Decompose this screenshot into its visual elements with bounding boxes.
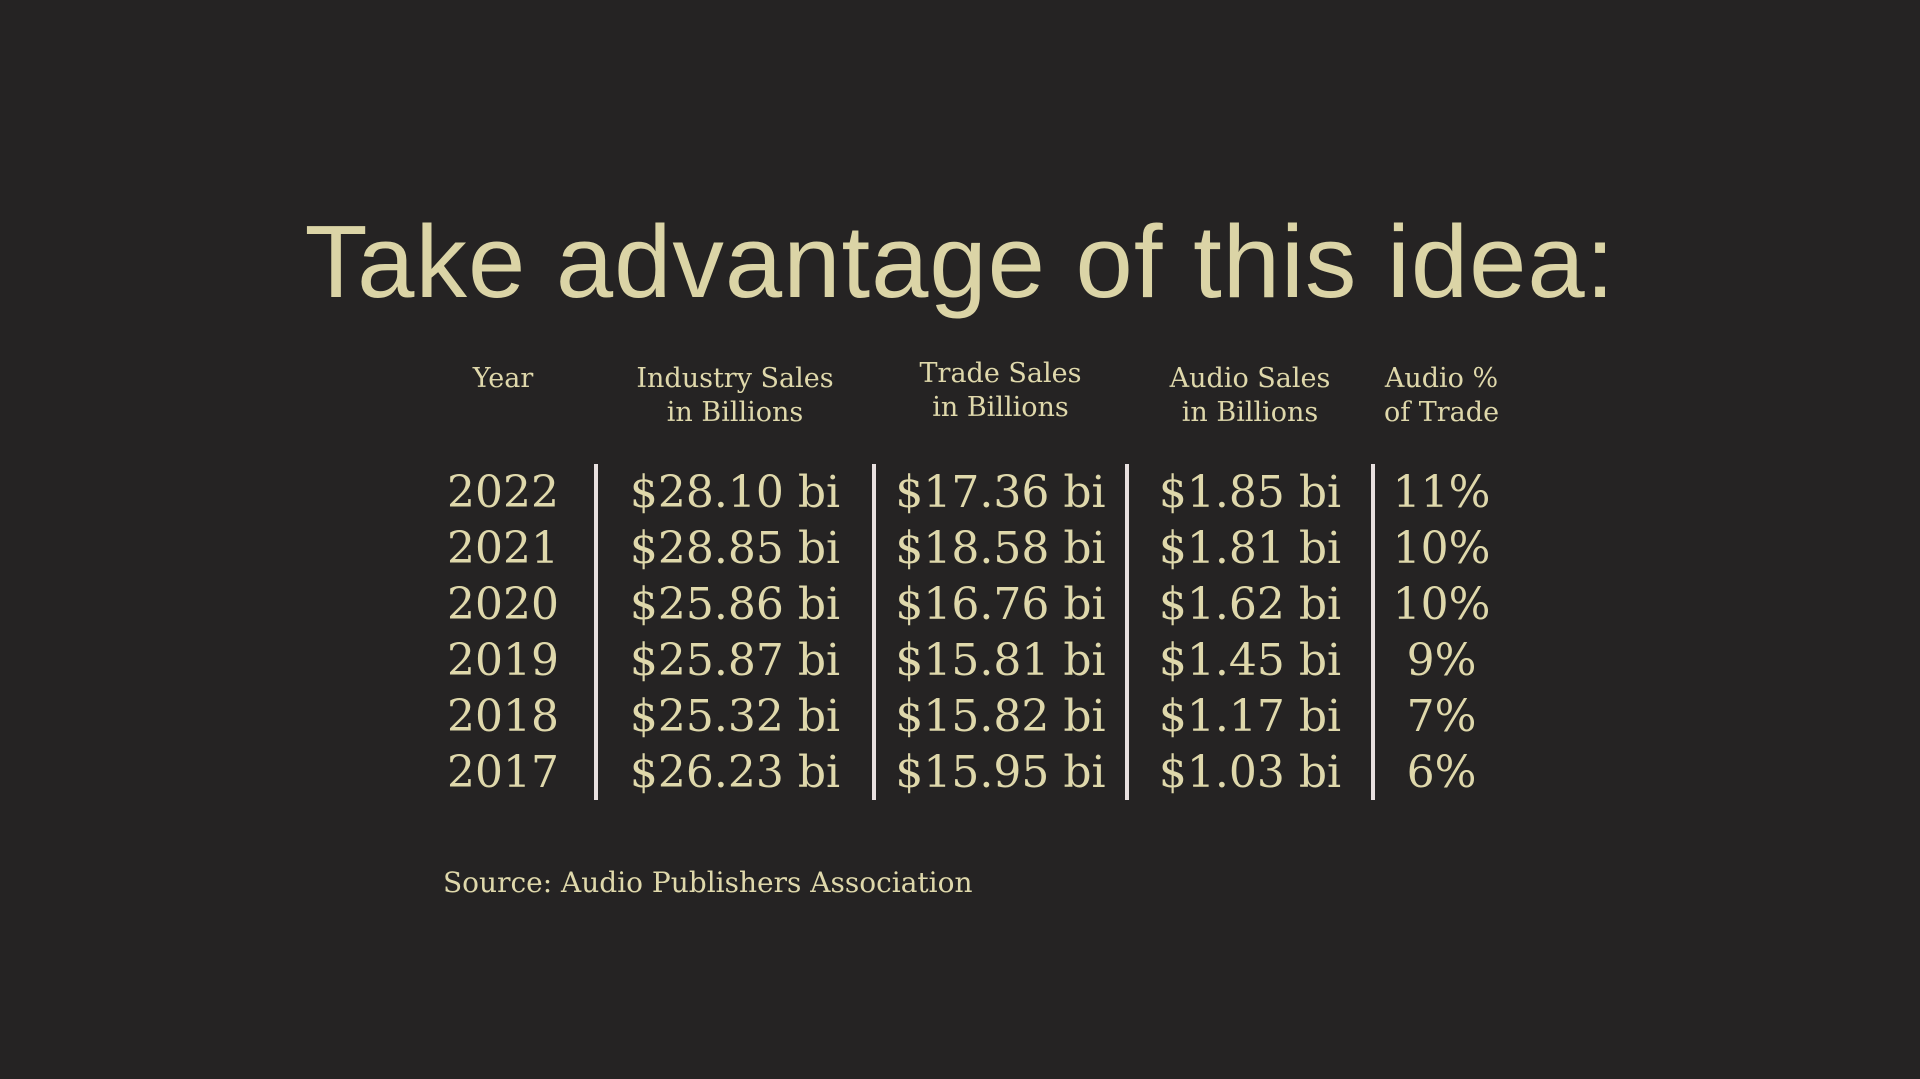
column-header-audio-pct: Audio % of Trade bbox=[1373, 362, 1510, 430]
audio-pct-cell: 9% bbox=[1406, 634, 1477, 686]
year-cell: 2022 bbox=[447, 466, 559, 518]
header-line2: in Billions bbox=[1181, 397, 1319, 428]
audio-pct-cell: 10% bbox=[1392, 578, 1491, 630]
year-cell: 2018 bbox=[447, 690, 559, 742]
trade-sales-cell: $17.36 bi bbox=[895, 466, 1106, 518]
industry-sales-cell: $28.85 bi bbox=[629, 522, 841, 574]
audio-sales-cell: $1.45 bi bbox=[1158, 634, 1342, 686]
year-cell: 2019 bbox=[447, 634, 559, 686]
column-divider bbox=[1125, 464, 1129, 800]
header-line1: Year bbox=[472, 363, 534, 394]
trade-sales-cell: $16.76 bi bbox=[895, 578, 1106, 630]
audio-pct-cell: 7% bbox=[1406, 690, 1477, 742]
column-divider bbox=[594, 464, 598, 800]
year-cell: 2020 bbox=[447, 578, 559, 630]
header-line2: of Trade bbox=[1383, 397, 1500, 428]
column-header-audio-sales: Audio Sales in Billions bbox=[1127, 362, 1373, 430]
header-line2: in Billions bbox=[932, 392, 1069, 423]
industry-sales-cell: $25.32 bi bbox=[629, 690, 841, 742]
table-row: 2020 $25.86 bi $16.76 bi $1.62 bi 10% bbox=[410, 576, 1510, 632]
audio-pct-cell: 11% bbox=[1392, 466, 1491, 518]
audio-pct-cell: 6% bbox=[1406, 746, 1477, 798]
audio-sales-cell: $1.03 bi bbox=[1158, 746, 1342, 798]
source-note: Source: Audio Publishers Association bbox=[443, 866, 973, 899]
audio-pct-cell: 10% bbox=[1392, 522, 1491, 574]
table-row: 2017 $26.23 bi $15.95 bi $1.03 bi 6% bbox=[410, 744, 1510, 800]
column-header-trade-sales: Trade Sales in Billions bbox=[874, 357, 1127, 425]
table-row: 2021 $28.85 bi $18.58 bi $1.81 bi 10% bbox=[410, 520, 1510, 576]
year-cell: 2017 bbox=[447, 746, 559, 798]
header-line2: in Billions bbox=[666, 397, 804, 428]
table-body: 2022 $28.10 bi $17.36 bi $1.85 bi 11% 20… bbox=[410, 464, 1510, 800]
industry-sales-cell: $25.87 bi bbox=[629, 634, 841, 686]
column-divider bbox=[1371, 464, 1375, 800]
industry-sales-cell: $25.86 bi bbox=[629, 578, 841, 630]
industry-sales-cell: $26.23 bi bbox=[629, 746, 841, 798]
slide-title: Take advantage of this idea: bbox=[304, 204, 1616, 319]
trade-sales-cell: $15.95 bi bbox=[895, 746, 1106, 798]
header-line1: Industry Sales bbox=[636, 363, 834, 394]
audio-sales-cell: $1.62 bi bbox=[1158, 578, 1342, 630]
table-row: 2022 $28.10 bi $17.36 bi $1.85 bi 11% bbox=[410, 464, 1510, 520]
trade-sales-cell: $18.58 bi bbox=[895, 522, 1106, 574]
trade-sales-cell: $15.81 bi bbox=[895, 634, 1106, 686]
header-line1: Audio Sales bbox=[1169, 363, 1331, 394]
industry-sales-cell: $28.10 bi bbox=[629, 466, 841, 518]
column-divider bbox=[872, 464, 876, 800]
table-row: 2019 $25.87 bi $15.81 bi $1.45 bi 9% bbox=[410, 632, 1510, 688]
audio-sales-cell: $1.17 bi bbox=[1158, 690, 1342, 742]
header-line1: Trade Sales bbox=[919, 358, 1082, 389]
audio-sales-cell: $1.85 bi bbox=[1158, 466, 1342, 518]
column-header-industry-sales: Industry Sales in Billions bbox=[596, 362, 874, 430]
year-cell: 2021 bbox=[447, 522, 559, 574]
table-row: 2018 $25.32 bi $15.82 bi $1.17 bi 7% bbox=[410, 688, 1510, 744]
table-header: Year Industry Sales in Billions Trade Sa… bbox=[410, 358, 1510, 430]
audio-sales-cell: $1.81 bi bbox=[1158, 522, 1342, 574]
header-line1: Audio % bbox=[1384, 363, 1499, 394]
trade-sales-cell: $15.82 bi bbox=[895, 690, 1106, 742]
column-header-year: Year bbox=[410, 362, 596, 430]
